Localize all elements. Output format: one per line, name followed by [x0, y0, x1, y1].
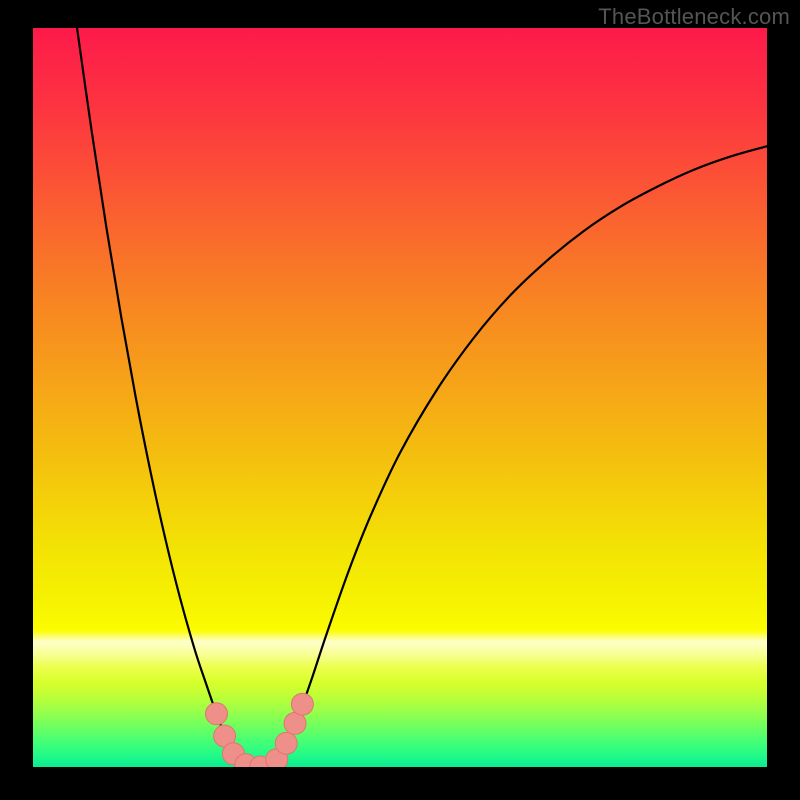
curve-marker [275, 732, 297, 754]
curve-marker [206, 703, 228, 725]
watermark-text: TheBottleneck.com [598, 4, 790, 30]
chart-frame: TheBottleneck.com [0, 0, 800, 800]
plot-background-gradient [33, 28, 767, 767]
curve-marker [291, 693, 313, 715]
curve-marker [284, 712, 306, 734]
bottleneck-curve-chart [0, 0, 800, 800]
